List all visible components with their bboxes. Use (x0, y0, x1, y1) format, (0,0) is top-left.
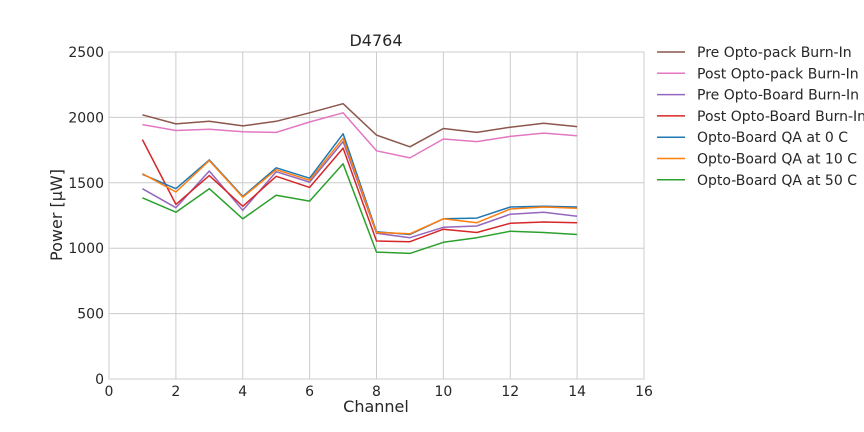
y-axis-label: Power [μW] (47, 169, 66, 261)
x-tick-label: 16 (635, 384, 653, 400)
x-axis-label: Channel (343, 397, 409, 416)
x-tick-label: 0 (105, 384, 114, 400)
legend: Pre Opto-pack Burn-In Post Opto-pack Burn… (657, 45, 864, 189)
legend-label-4: Post Opto-Board Burn-In (697, 109, 864, 125)
x-tick-labels: 0 2 4 6 8 10 12 14 16 (105, 384, 653, 400)
series-line-1 (142, 102, 578, 148)
legend-label-3: Pre Opto-Board Burn-In (697, 88, 859, 104)
legend-label-7: Opto-Board QA at 50 C (697, 173, 857, 189)
y-tick-label: 1000 (68, 241, 104, 257)
y-tick-label: 0 (95, 372, 104, 388)
y-tick-label: 1500 (68, 176, 104, 192)
chart-title: D4764 (349, 31, 402, 50)
x-tick-label: 8 (372, 384, 381, 400)
x-tick-label: 14 (568, 384, 586, 400)
y-tick-label: 2500 (68, 45, 104, 61)
y-tick-label: 2000 (68, 110, 104, 126)
series-line-4 (141, 139, 578, 243)
plot-frame (108, 51, 645, 380)
series-lines (141, 102, 578, 255)
x-tick-label: 2 (171, 384, 180, 400)
legend-label-1: Pre Opto-pack Burn-In (697, 45, 852, 61)
legend-label-2: Post Opto-pack Burn-In (697, 66, 859, 82)
x-tick-label: 6 (305, 384, 314, 400)
series-line-6 (142, 137, 578, 235)
y-tick-labels: 0 500 1000 1500 2000 2500 (68, 45, 104, 388)
grid (108, 51, 645, 380)
x-tick-label: 4 (238, 384, 247, 400)
x-tick-label: 12 (501, 384, 519, 400)
legend-label-6: Opto-Board QA at 10 C (697, 152, 857, 168)
x-tick-label: 10 (434, 384, 452, 400)
y-tick-label: 500 (77, 307, 104, 323)
series-line-7 (142, 163, 578, 255)
legend-label-5: Opto-Board QA at 0 C (697, 130, 848, 146)
series-line-2 (142, 112, 578, 159)
